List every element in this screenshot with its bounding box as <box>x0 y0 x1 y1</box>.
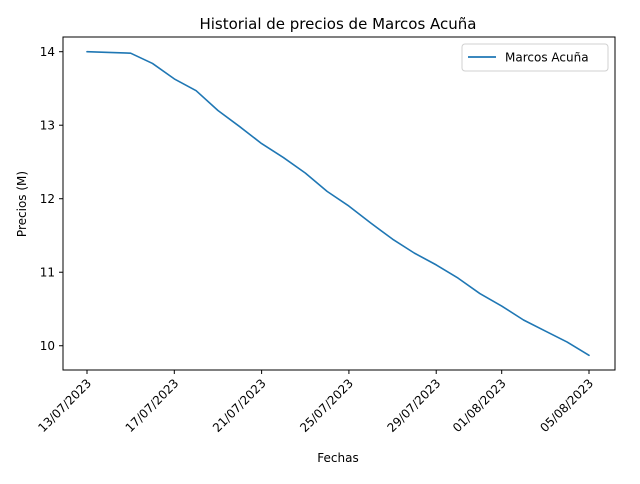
y-tick-label: 13 <box>40 119 55 133</box>
legend-box <box>461 43 609 72</box>
y-tick-label: 14 <box>40 45 55 59</box>
legend-label-marcos-acuna: Marcos Acuña <box>505 51 589 65</box>
x-tick-label: 01/08/2023 <box>450 376 509 435</box>
x-tick-label: 25/07/2023 <box>297 376 356 435</box>
x-axis: 13/07/2023 17/07/2023 21/07/2023 25/07/2023… <box>35 370 596 435</box>
x-tick-label: 05/08/2023 <box>537 376 596 435</box>
x-tick-label: 29/07/2023 <box>385 376 444 435</box>
y-axis-label: Precios (M) <box>15 171 29 237</box>
y-tick-label: 11 <box>40 266 55 280</box>
chart-title: Historial de precios de Marcos Acuña <box>199 15 476 33</box>
series-layer <box>86 50 590 357</box>
x-tick-label: 17/07/2023 <box>123 376 182 435</box>
y-tick-label: 10 <box>40 339 55 353</box>
y-tick-label: 12 <box>40 192 55 206</box>
x-axis-label: Fechas <box>317 451 358 465</box>
x-tick-label: 13/07/2023 <box>35 376 94 435</box>
y-axis: 10 11 12 13 14 <box>40 45 63 353</box>
series-line-marcos-acuna <box>86 50 590 357</box>
x-tick-label: 21/07/2023 <box>210 376 269 435</box>
legend: Marcos Acuña <box>461 43 609 72</box>
plot-area-frame <box>62 36 616 371</box>
